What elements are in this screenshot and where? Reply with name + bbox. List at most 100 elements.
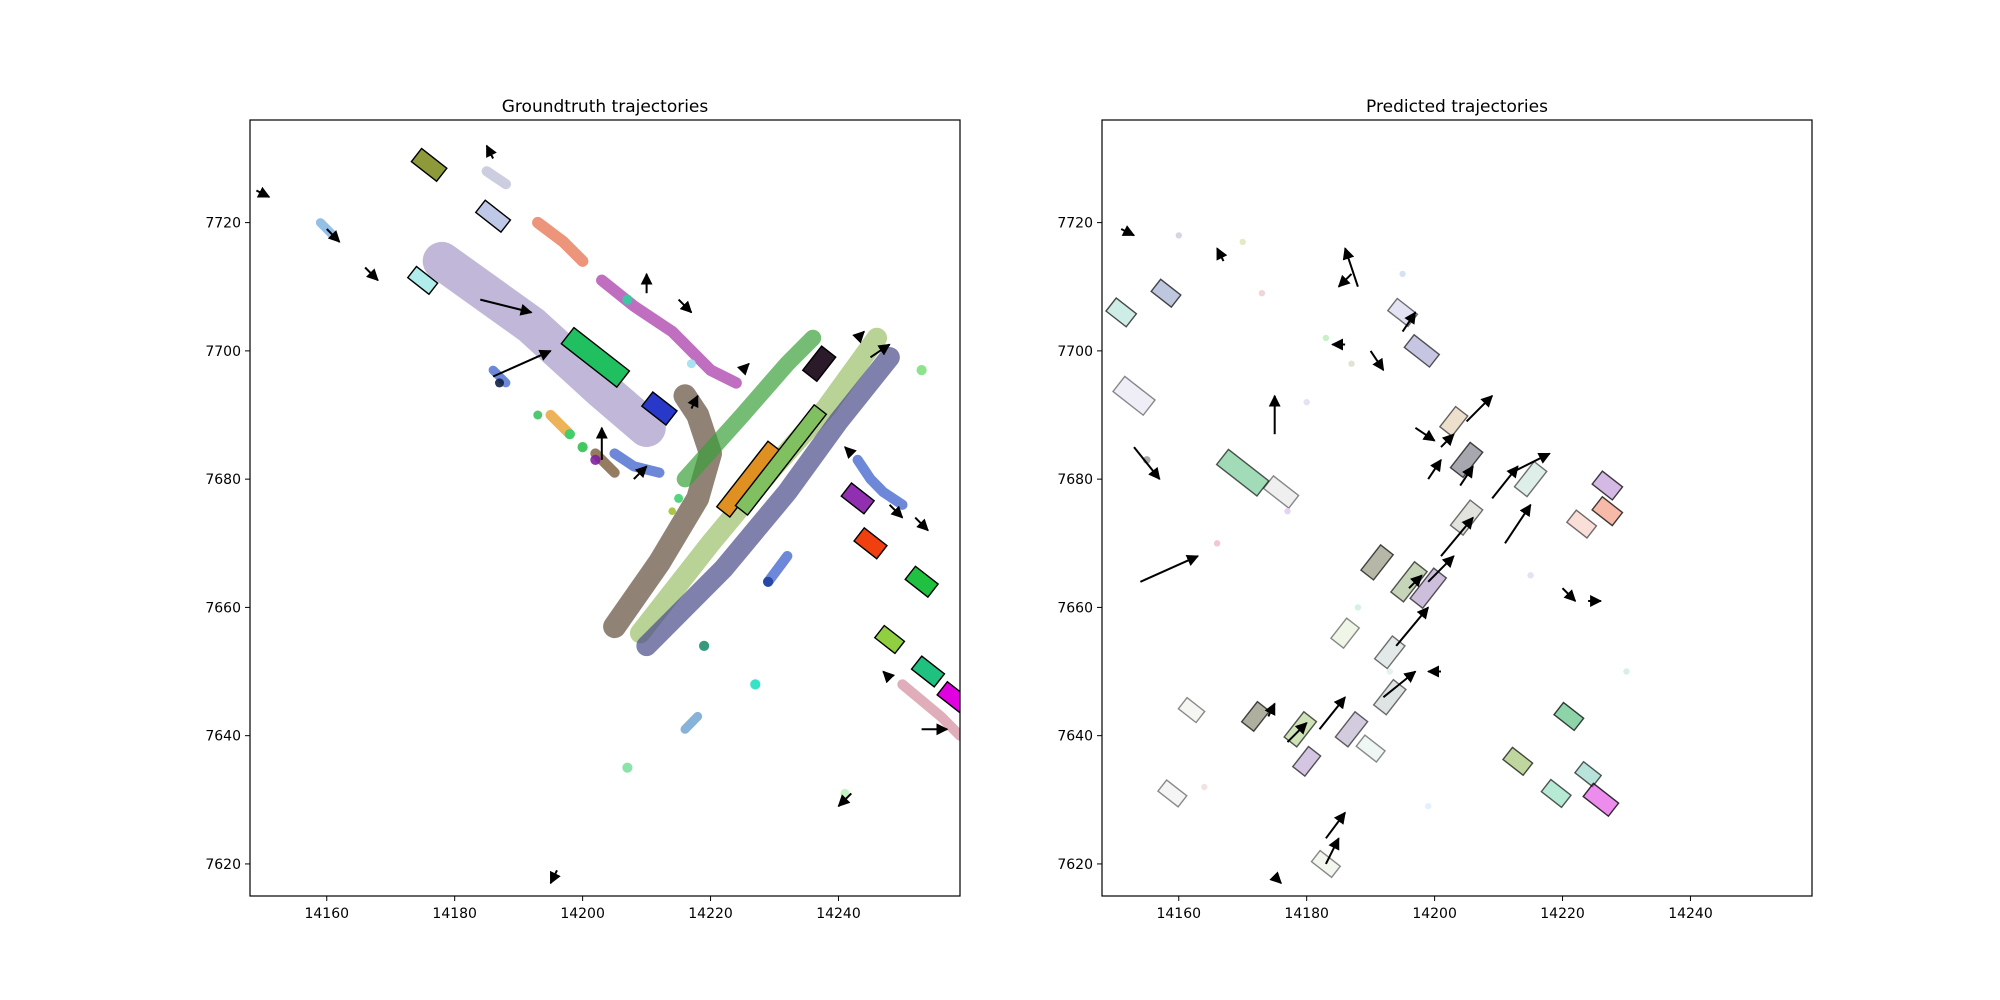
x-tick-label: 14240	[1668, 906, 1713, 922]
heading-arrow	[1408, 574, 1423, 589]
trajectory-path	[603, 384, 722, 639]
agent-marker	[1348, 360, 1355, 367]
heading-arrow	[1427, 458, 1442, 480]
heading-arrow	[480, 298, 533, 316]
vehicle-box	[1156, 779, 1188, 808]
vehicle-box	[1240, 700, 1271, 733]
y-tick-label: 7620	[1057, 857, 1093, 873]
heading-arrow	[1325, 811, 1346, 839]
vehicle-box	[853, 526, 888, 560]
predicted-ticks: 14160 14180 14200 14220 14240 7620 7640 7660 768…	[1057, 216, 1712, 922]
vehicle-box	[873, 624, 906, 655]
x-tick-label: 14240	[816, 906, 861, 922]
heading-arrow	[1342, 247, 1359, 288]
heading-arrow	[844, 446, 857, 459]
heading-arrow	[888, 504, 904, 519]
heading-arrow	[1264, 702, 1276, 717]
agent-marker	[1201, 783, 1208, 791]
agent-marker	[674, 493, 684, 503]
y-tick-label: 7620	[205, 857, 241, 873]
vehicle-box	[1591, 495, 1624, 527]
vehicle-box	[1565, 509, 1598, 540]
heading-arrow	[852, 330, 865, 344]
heading-arrow	[737, 362, 750, 376]
predicted-plot-area	[1105, 225, 1630, 885]
heading-arrow	[1133, 446, 1161, 481]
heading-arrow	[1459, 465, 1474, 487]
heading-arrow	[1369, 350, 1385, 372]
vehicle-box	[1582, 782, 1620, 818]
heading-arrow	[869, 343, 891, 359]
agent-marker	[1386, 668, 1394, 675]
agent-marker	[495, 378, 504, 388]
agent-marker	[1322, 334, 1330, 342]
y-tick-label: 7640	[205, 729, 241, 745]
heading-arrow	[837, 792, 853, 808]
heading-arrow	[914, 516, 929, 532]
heading-arrow	[1269, 871, 1282, 885]
trajectory-path	[636, 347, 900, 657]
y-tick-label: 7720	[205, 216, 241, 232]
vehicle-box	[1573, 760, 1603, 788]
agent-marker	[1213, 540, 1221, 547]
vehicle-box	[1513, 460, 1548, 498]
predicted-panel: Predicted trajectories 14160 14180 14200 14…	[1057, 97, 1813, 922]
vehicle-box	[640, 391, 678, 427]
vehicle-box	[1355, 734, 1387, 764]
trajectory-path	[481, 166, 511, 190]
y-tick-label: 7640	[1057, 729, 1093, 745]
vehicle-box	[1111, 375, 1157, 417]
predicted-title: Predicted trajectories	[1366, 97, 1548, 117]
y-tick-label: 7720	[1057, 216, 1093, 232]
agent-marker	[1303, 399, 1310, 406]
heading-arrow	[492, 349, 552, 378]
agent-marker	[668, 507, 676, 515]
agent-marker	[699, 640, 710, 652]
agent-marker	[763, 576, 774, 587]
vehicle-box	[1334, 710, 1369, 748]
heading-arrow	[1286, 721, 1308, 743]
heading-arrow	[1427, 555, 1455, 583]
heading-arrow	[677, 298, 693, 314]
x-tick-label: 14160	[1156, 906, 1201, 922]
vehicle-box	[410, 147, 448, 183]
vehicle-box	[1501, 746, 1534, 777]
agent-marker	[686, 359, 696, 369]
y-tick-label: 7700	[1057, 344, 1093, 360]
heading-arrow	[1414, 426, 1436, 442]
agent-marker	[916, 365, 927, 376]
x-tick-label: 14220	[688, 906, 733, 922]
heading-arrow	[1216, 247, 1228, 262]
heading-arrow	[1337, 273, 1353, 288]
vehicle-box	[1449, 499, 1484, 537]
vehicle-box	[1310, 849, 1342, 879]
heading-arrow	[1382, 670, 1417, 698]
trajectory-path	[897, 679, 960, 741]
groundtruth-title: Groundtruth trajectories	[502, 97, 709, 117]
vehicle-box	[801, 345, 837, 383]
heading-arrow	[1325, 837, 1340, 865]
vehicle-box	[1359, 543, 1395, 581]
x-tick-label: 14200	[1412, 906, 1457, 922]
heading-arrow	[1510, 452, 1551, 474]
vehicle-box	[1291, 745, 1322, 778]
trajectory-path	[676, 329, 822, 488]
vehicle-box	[1553, 701, 1585, 732]
vehicle-box	[1177, 696, 1206, 724]
heading-arrow	[1395, 606, 1429, 647]
trajectory-path	[422, 241, 666, 447]
vehicle-box	[1329, 617, 1361, 650]
agent-marker	[577, 442, 588, 453]
heading-arrow	[633, 465, 648, 480]
vehicle-box	[560, 326, 631, 389]
agent-marker	[1425, 803, 1432, 810]
y-tick-label: 7660	[205, 600, 241, 616]
agent-marker	[1239, 238, 1246, 246]
y-tick-label: 7680	[205, 472, 241, 488]
y-tick-label: 7680	[1057, 472, 1093, 488]
vehicle-box	[406, 265, 439, 296]
heading-arrow	[1561, 587, 1577, 602]
vehicle-box	[840, 482, 876, 515]
agent-marker	[1354, 604, 1362, 611]
